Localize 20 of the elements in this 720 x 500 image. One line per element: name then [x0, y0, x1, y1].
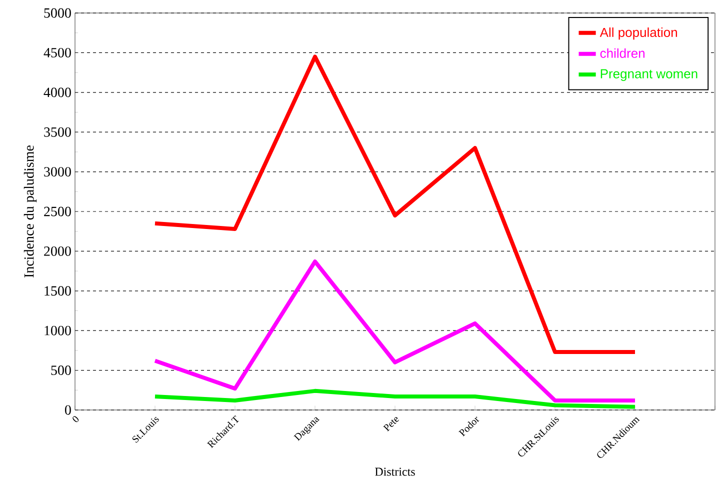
y-tick-label: 3500 — [44, 127, 71, 137]
legend-label: Pregnant women — [600, 69, 698, 81]
y-tick-label: 1000 — [44, 326, 71, 336]
line-series — [153, 388, 637, 409]
legend-label: All population — [600, 27, 677, 40]
y-tick-label: 2500 — [44, 206, 71, 216]
y-tick-label: 4000 — [44, 88, 71, 98]
legend-label: children — [600, 48, 644, 58]
x-tick-label: 0 — [72, 416, 79, 422]
x-tick-label: Pete — [383, 417, 400, 432]
line-series — [153, 260, 637, 402]
y-axis-title: Incidence du paludisme — [24, 146, 37, 278]
y-tick-label: 3000 — [44, 167, 71, 177]
y-tick-label: 1500 — [44, 286, 71, 296]
y-tick-label: 0 — [65, 405, 71, 415]
y-tick-label: 5000 — [44, 8, 71, 18]
y-tick-label: 4500 — [44, 48, 71, 58]
x-axis-title: Districts — [375, 468, 415, 476]
y-tick-label: 500 — [51, 366, 71, 376]
y-tick-label: 2000 — [44, 246, 71, 256]
